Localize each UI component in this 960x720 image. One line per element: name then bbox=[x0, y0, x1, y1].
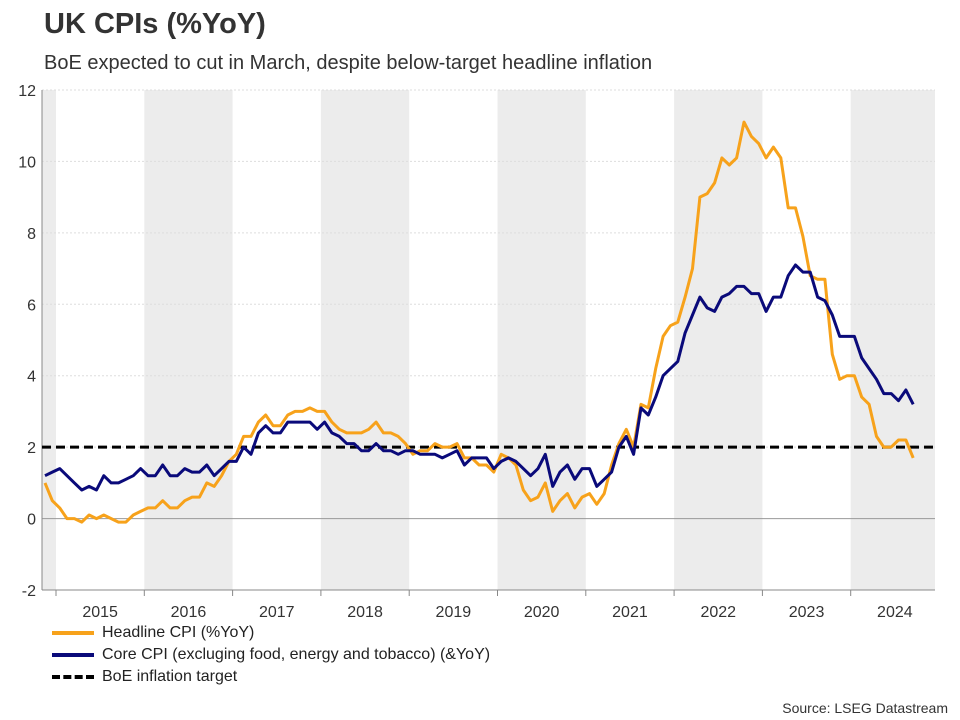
y-tick-label: -2 bbox=[22, 583, 36, 600]
shade-band bbox=[850, 90, 935, 590]
x-tick-label: 2021 bbox=[612, 604, 648, 621]
y-tick-label: 0 bbox=[27, 512, 36, 529]
x-tick-label: 2016 bbox=[171, 604, 207, 621]
x-tick-label: 2022 bbox=[700, 604, 736, 621]
y-tick-label: 6 bbox=[27, 297, 36, 314]
shade-band bbox=[320, 90, 410, 590]
y-tick-label: 4 bbox=[27, 369, 36, 386]
y-tick-label: 12 bbox=[18, 83, 36, 100]
shade-band bbox=[497, 90, 586, 590]
legend-swatch-target bbox=[52, 675, 94, 679]
shade-band bbox=[144, 90, 233, 590]
x-tick-label: 2023 bbox=[789, 604, 825, 621]
x-tick-label: 2020 bbox=[524, 604, 560, 621]
y-tick-label: 10 bbox=[18, 154, 36, 171]
legend-label-target: BoE inflation target bbox=[102, 668, 238, 685]
headline-cpi-line bbox=[43, 120, 915, 524]
legend-label-headline: Headline CPI (%YoY) bbox=[102, 624, 255, 641]
chart-title: UK CPIs (%YoY) bbox=[44, 8, 266, 40]
legend-target: BoE inflation target bbox=[52, 668, 237, 686]
core-cpi-line bbox=[44, 263, 915, 492]
x-tick-label: 2019 bbox=[436, 604, 472, 621]
legend-headline: Headline CPI (%YoY) bbox=[52, 624, 254, 642]
legend-swatch-core bbox=[52, 653, 94, 657]
legend-label-core: Core CPI (excluging food, energy and tob… bbox=[102, 646, 491, 663]
legend-swatch-headline bbox=[52, 631, 94, 635]
y-tick-label: 2 bbox=[27, 440, 36, 457]
x-tick-label: 2017 bbox=[259, 604, 295, 621]
chart-subtitle: BoE expected to cut in March, despite be… bbox=[44, 52, 653, 74]
source-note: Source: LSEG Datastream bbox=[782, 700, 948, 716]
x-tick-label: 2018 bbox=[347, 604, 383, 621]
y-tick-label: 8 bbox=[27, 226, 36, 243]
legend-core: Core CPI (excluging food, energy and tob… bbox=[52, 646, 490, 664]
shade-band bbox=[674, 90, 763, 590]
shade-band bbox=[42, 90, 56, 590]
x-tick-label: 2015 bbox=[82, 604, 118, 621]
x-tick-label: 2024 bbox=[877, 604, 913, 621]
